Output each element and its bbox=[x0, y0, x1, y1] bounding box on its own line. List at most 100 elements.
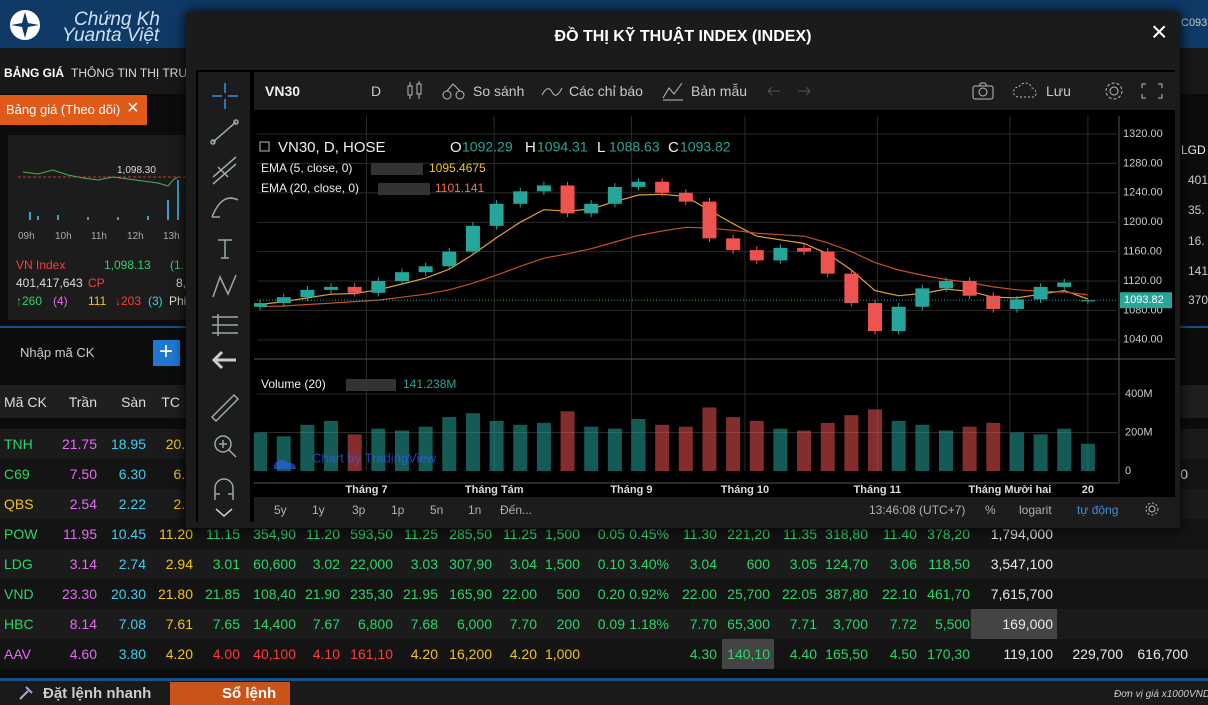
stock-symbol[interactable]: AAV bbox=[4, 646, 31, 662]
ema-line bbox=[260, 193, 1089, 306]
stock-symbol[interactable]: HBC bbox=[4, 616, 34, 632]
candle-body bbox=[1009, 299, 1024, 309]
stock-symbol[interactable]: QBS bbox=[4, 496, 34, 512]
table-cell: 65,300 bbox=[727, 616, 770, 632]
table-cell: 7.72 bbox=[889, 616, 917, 632]
table-cell: 11.15 bbox=[206, 526, 240, 542]
table-cell: 11.95 bbox=[63, 526, 97, 542]
table-cell: 5,500 bbox=[934, 616, 970, 632]
x-tick-label: Tháng 7 bbox=[345, 484, 387, 496]
stock-symbol[interactable]: VND bbox=[4, 586, 34, 602]
index-name[interactable]: VN Index bbox=[16, 258, 66, 272]
table-cell: 1,794,000 bbox=[990, 526, 1053, 542]
indicators-button[interactable]: Các chỉ báo bbox=[569, 83, 643, 99]
ohlc-key: C bbox=[668, 139, 679, 156]
ohlc-value: 1092.29 bbox=[462, 139, 513, 155]
table-cell: 0.92% bbox=[629, 586, 669, 602]
table-cell: 4.20 bbox=[509, 646, 537, 662]
table-cell: 3.80 bbox=[118, 646, 146, 662]
templates-button[interactable]: Bản mẫu bbox=[691, 83, 748, 99]
mini-time: 11h bbox=[91, 231, 107, 242]
drawing-tools bbox=[210, 83, 240, 517]
ema-legend-value: 1101.141 bbox=[435, 181, 484, 195]
compare-button[interactable]: So sánh bbox=[473, 83, 525, 99]
interval-button[interactable]: D bbox=[371, 83, 382, 99]
stock-symbol[interactable]: POW bbox=[4, 526, 38, 542]
volume-bar bbox=[655, 424, 670, 471]
stock-symbol[interactable]: C69 bbox=[4, 466, 30, 482]
stock-symbol[interactable]: LDG bbox=[4, 556, 33, 572]
modal-close[interactable]: × bbox=[1151, 16, 1168, 47]
range-button[interactable]: 1y bbox=[312, 503, 325, 517]
table-cell: 4.50 bbox=[889, 646, 917, 662]
table-cell: 318,80 bbox=[825, 526, 868, 542]
watch-tab[interactable] bbox=[0, 95, 147, 125]
auto-toggle[interactable]: tự động bbox=[1077, 503, 1119, 517]
watermark-logo bbox=[274, 459, 297, 469]
unchanged: 111 bbox=[88, 294, 107, 308]
ema-line bbox=[260, 226, 1088, 308]
table-row bbox=[0, 579, 1208, 609]
nav-item[interactable]: BẢNG GIÁ bbox=[4, 66, 64, 80]
table-cell: 2.54 bbox=[69, 496, 97, 512]
range-button[interactable]: Đến... bbox=[500, 503, 533, 517]
price-chart: 1040.001080.001120.001160.001200.001240.… bbox=[254, 116, 1175, 497]
table-cell: 170,30 bbox=[927, 646, 970, 662]
range-button[interactable]: 5y bbox=[274, 503, 287, 517]
range-button[interactable]: 5n bbox=[430, 503, 444, 517]
clock: 13:46:08 (UTC+7) bbox=[869, 503, 966, 517]
table-cell: 3.06 bbox=[889, 556, 917, 572]
y-tick-label: 1120.00 bbox=[1123, 275, 1162, 287]
order-book: Sổ lệnh bbox=[222, 685, 277, 702]
order-book-tab[interactable] bbox=[170, 682, 290, 705]
right-panel-value: 401 bbox=[1188, 173, 1208, 187]
modal: ĐỒ THỊ KỸ THUẬT INDEX (INDEX) × VN30 D S… bbox=[186, 12, 1180, 528]
column-header: Sàn bbox=[121, 394, 146, 410]
table-cell: 20.30 bbox=[110, 586, 146, 602]
search-placeholder[interactable]: Nhập mã CK bbox=[20, 345, 95, 360]
table-cell: 3.01 bbox=[212, 556, 240, 572]
range-button[interactable]: 3p bbox=[352, 503, 366, 517]
add-button[interactable] bbox=[153, 340, 180, 366]
ema-legend-value: 1095.4675 bbox=[429, 161, 486, 175]
table-cell: 60,600 bbox=[253, 556, 296, 572]
chart-style-icon[interactable] bbox=[404, 80, 426, 102]
settings-fullscreen[interactable] bbox=[1102, 80, 1166, 102]
bottom-settings[interactable] bbox=[1144, 501, 1160, 517]
table-cell: 235,30 bbox=[350, 586, 393, 602]
table-cell: 7,615,700 bbox=[990, 586, 1053, 602]
volume-bar bbox=[347, 434, 362, 471]
mini-time: 12h bbox=[127, 231, 144, 242]
stock-symbol[interactable]: TNH bbox=[4, 436, 33, 452]
x-tick-label: Tháng Mười hai bbox=[968, 484, 1051, 496]
table-cell: 221,20 bbox=[727, 526, 770, 542]
table-cell: 25,700 bbox=[727, 586, 770, 602]
x-tick-label: 20 bbox=[1082, 484, 1094, 496]
percent-toggle[interactable]: % bbox=[985, 503, 996, 517]
undo-redo[interactable] bbox=[764, 80, 814, 102]
range-button[interactable]: 1p bbox=[391, 503, 405, 517]
table-cell: 7.65 bbox=[212, 616, 240, 632]
nav-item[interactable]: THÔNG TIN THỊ TRƯỜ bbox=[71, 66, 199, 80]
x-tick-label: Tháng Tám bbox=[465, 484, 524, 496]
log-toggle[interactable]: logarit bbox=[1019, 503, 1052, 517]
watch-tab-close[interactable]: × bbox=[127, 97, 139, 119]
candle-body bbox=[631, 181, 646, 187]
volume-bar bbox=[1080, 443, 1095, 471]
table-cell: 593,50 bbox=[350, 526, 393, 542]
unit-note: Đơn vị giá x1000VND bbox=[1114, 689, 1208, 700]
table-cell: 21.95 bbox=[402, 586, 438, 602]
table-cell: 119,100 bbox=[1003, 646, 1053, 662]
range-button[interactable]: 1n bbox=[468, 503, 482, 517]
snapshot-icon[interactable] bbox=[971, 80, 995, 102]
quick-order[interactable]: Đặt lệnh nhanh bbox=[43, 685, 152, 702]
ohlc-key: L bbox=[597, 139, 605, 156]
table-cell: 21.75 bbox=[61, 436, 97, 452]
save-button[interactable]: Lưu bbox=[1046, 83, 1071, 99]
symbol-button[interactable]: VN30 bbox=[265, 83, 301, 99]
candle-body bbox=[347, 286, 362, 293]
table-cell: 22.00 bbox=[681, 586, 717, 602]
table-cell: 0.05 bbox=[597, 526, 625, 542]
volume-bar bbox=[560, 411, 575, 471]
table-cell: 22,000 bbox=[350, 556, 393, 572]
